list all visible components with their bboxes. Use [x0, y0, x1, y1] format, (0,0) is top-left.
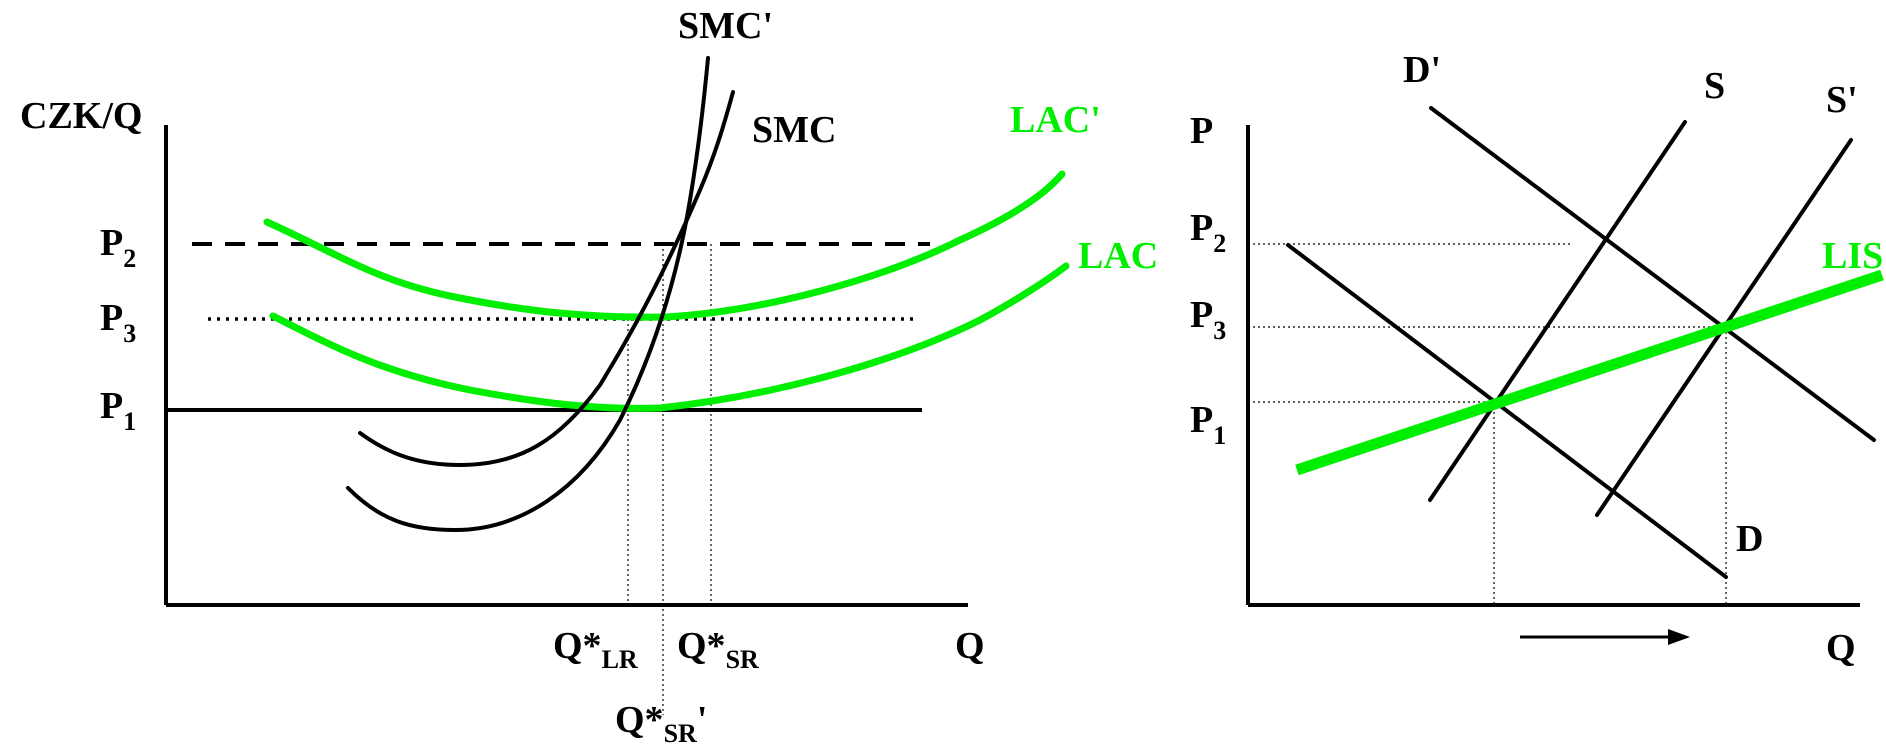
- shift-arrow-head: [1668, 629, 1690, 645]
- smc-prime-curve: [346, 56, 710, 533]
- s-label: S: [1704, 65, 1725, 107]
- lis-line: [1295, 269, 1884, 476]
- demand-d-line: [1286, 243, 1728, 579]
- left-panel: CZK/Q Q P2 P3 P1 SMC' SMC LAC' LAC Q*LR …: [20, 5, 1158, 745]
- d-prime-label: D': [1403, 49, 1441, 91]
- right-x-axis-label: Q: [1826, 627, 1856, 669]
- left-p1-label: P1: [100, 385, 136, 436]
- smc-curve: [358, 90, 735, 468]
- left-p2-label: P2: [100, 222, 136, 273]
- q-sr-label: Q*SR: [677, 625, 759, 674]
- left-x-axis-label: Q: [955, 625, 985, 667]
- right-y-axis-label: P: [1190, 110, 1213, 152]
- lac-prime-curve: [263, 170, 1066, 321]
- left-p3-label: P3: [100, 297, 136, 348]
- d-label: D: [1736, 518, 1763, 560]
- q-lr-label: Q*LR: [553, 625, 638, 674]
- right-p3-label: P3: [1190, 294, 1226, 345]
- lac-curve: [269, 262, 1070, 412]
- lac-prime-label: LAC': [1010, 99, 1101, 141]
- lis-label: LIS: [1822, 235, 1883, 277]
- s-prime-label: S': [1826, 79, 1858, 121]
- lac-label: LAC: [1078, 235, 1158, 277]
- supply-s-line: [1428, 120, 1687, 502]
- right-p1-label: P1: [1190, 399, 1226, 450]
- demand-d-prime-line: [1429, 106, 1876, 442]
- right-panel: P Q P2 P3 P1 D' S S' D LIS: [1190, 49, 1884, 669]
- left-y-axis-label: CZK/Q: [20, 95, 142, 137]
- right-p2-label: P2: [1190, 207, 1226, 258]
- q-sr-prime-label: Q*SR': [615, 699, 707, 745]
- smc-prime-label: SMC': [678, 5, 773, 47]
- smc-label: SMC: [752, 109, 836, 151]
